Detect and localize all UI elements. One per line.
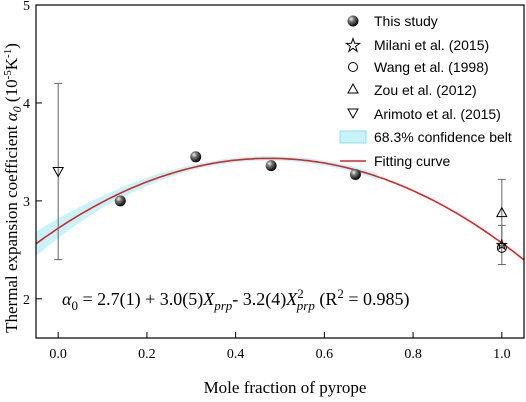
legend-sphere-marker — [347, 15, 359, 27]
plot-frame — [35, 4, 525, 339]
confidence-belt — [36, 156, 378, 256]
confidence-belt-area — [36, 156, 378, 256]
legend-item-this-study: This study — [347, 13, 438, 29]
x-tick-label: 0.8 — [404, 347, 422, 362]
data-markers — [52, 151, 509, 253]
legend-star-marker — [344, 36, 362, 53]
legend-label: 68.3% confidence belt — [374, 129, 512, 145]
legend-item-zou: Zou et al. (2012) — [347, 82, 477, 98]
data-point-milani — [495, 238, 509, 251]
data-point-this-study — [265, 160, 277, 172]
legend-label: Zou et al. (2012) — [374, 82, 477, 98]
legend-item-arimoto: Arimoto et al. (2015) — [347, 106, 501, 122]
legend-triangle-up-marker — [347, 82, 359, 94]
data-point-arimoto — [52, 167, 65, 178]
legend-triangle-down-marker — [347, 108, 359, 120]
x-axis-ticks: 0.0 0.2 0.4 0.6 0.8 1.0 — [49, 332, 511, 362]
x-tick-label: 0.4 — [227, 347, 245, 362]
y-tick-label: 4 — [23, 97, 30, 112]
legend-label: Fitting curve — [374, 153, 450, 169]
y-tick-label: 2 — [23, 293, 30, 308]
data-point-zou — [495, 206, 508, 218]
legend-label: Arimoto et al. (2015) — [374, 106, 501, 122]
legend-circle-marker — [348, 62, 358, 72]
data-point-wang — [496, 242, 507, 253]
legend-item-confidence-belt: 68.3% confidence belt — [339, 129, 512, 145]
x-axis-label: Mole fraction of pyrope — [204, 378, 367, 397]
x-tick-label: 0.6 — [316, 347, 334, 362]
y-axis-ticks: 2 3 4 5 — [23, 0, 42, 308]
fit-equation: α0 = 2.7(1) + 3.0(5)Xprp- 3.2(4)X2 prp (R… — [62, 286, 410, 313]
legend-label: This study — [374, 13, 438, 29]
legend: This study Milani et al. (2015) Wang et … — [339, 13, 512, 169]
legend-belt-swatch — [339, 130, 367, 144]
x-tick-label: 0.0 — [49, 347, 67, 362]
legend-item-milani: Milani et al. (2015) — [344, 36, 489, 53]
fitting-curve-line — [35, 157, 525, 261]
y-axis-label: Thermal expansion coefficient α0 (10-5K-… — [2, 43, 24, 333]
data-point-this-study — [114, 195, 126, 207]
x-tick-label: 0.2 — [138, 347, 156, 362]
data-point-this-study — [349, 168, 361, 180]
legend-item-fitting-curve: Fitting curve — [340, 153, 450, 169]
legend-item-wang: Wang et al. (1998) — [348, 59, 489, 75]
legend-label: Wang et al. (1998) — [374, 59, 489, 75]
x-tick-label: 1.0 — [493, 347, 511, 362]
legend-label: Milani et al. (2015) — [374, 37, 489, 53]
y-tick-label: 5 — [23, 0, 30, 14]
y-tick-label: 3 — [23, 195, 30, 210]
fitting-curve — [35, 157, 525, 261]
data-point-this-study — [190, 151, 202, 163]
